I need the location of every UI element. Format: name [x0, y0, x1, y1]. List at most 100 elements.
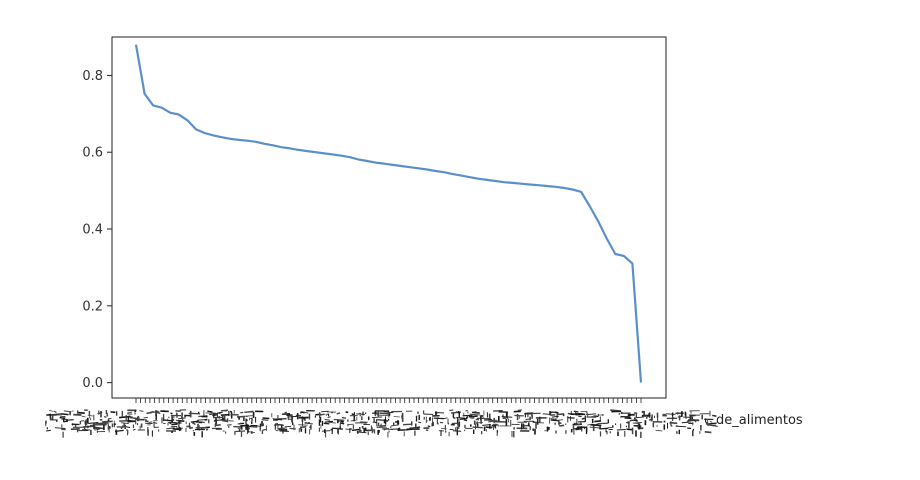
overlapping-label-fragment: [172, 427, 182, 431]
overlapping-label-fragment: [132, 428, 136, 431]
overlapping-label-fragment: [169, 422, 172, 425]
overlapping-label-fragment: [262, 429, 266, 431]
overlapping-label-fragment: [126, 415, 131, 418]
overlapping-label-fragment: [171, 423, 178, 426]
overlapping-label-fragment: [217, 411, 223, 414]
overlapping-label-fragment: [409, 426, 420, 429]
overlapping-label-fragment: [284, 411, 288, 414]
overlapping-label-fragment: [261, 419, 269, 421]
overlapping-label-fragment: [391, 424, 399, 427]
overlapping-label-fragment: [594, 420, 601, 423]
overlapping-label-fragment: [143, 416, 148, 419]
overlapping-label-fragment: [212, 414, 218, 417]
overlapping-label-fragment: [376, 418, 384, 422]
overlapping-label-fragment: [321, 410, 329, 413]
overlapping-label-fragment: [178, 419, 185, 423]
overlapping-label-fragment: [289, 427, 296, 430]
overlapping-label-fragment: [205, 428, 209, 431]
overlapping-label-fragment: [341, 416, 347, 419]
overlapping-label-fragment: [468, 415, 478, 418]
overlapping-label-fragment: [336, 412, 341, 415]
x-axis-ticks: [135, 398, 642, 403]
overlapping-label-fragment: [175, 419, 179, 422]
overlapping-label-fragment: [681, 421, 692, 424]
y-tick-label: 0.0: [82, 376, 103, 391]
overlapping-label-fragment: [46, 429, 51, 432]
overlapping-label-fragment: [146, 411, 153, 415]
overlapping-label-fragment: [427, 425, 431, 428]
overlapping-label-fragment: [470, 417, 474, 419]
overlapping-label-fragment: [418, 421, 422, 424]
overlapping-label-fragment: [551, 415, 559, 418]
overlapping-label-fragment: [96, 428, 101, 431]
overlapping-label-fragment: [501, 416, 513, 418]
overlapping-label-fragment: [319, 413, 325, 416]
overlapping-label-fragment: [456, 418, 460, 421]
overlapping-label-fragment: [669, 421, 678, 425]
overlapping-label-fragment: [567, 416, 575, 419]
overlapping-label-fragment: [433, 417, 444, 420]
overlapping-label-fragment: [472, 426, 483, 429]
overlapping-label-fragment: [324, 420, 333, 423]
overlapping-label-fragment: [347, 423, 354, 426]
overlapping-label-fragment: [376, 426, 388, 429]
overlapping-label-fragment: [636, 416, 645, 419]
overlapping-label-fragment: [83, 428, 87, 431]
overlapping-label-fragment: [559, 424, 565, 427]
overlapping-label-fragment: [247, 425, 251, 428]
overlapping-label-fragment: [403, 423, 413, 426]
overlapping-label-fragment: [262, 417, 270, 420]
overlapping-label-fragment: [686, 420, 690, 422]
overlapping-label-fragment: [209, 413, 218, 415]
overlapping-label-fragment: [275, 418, 283, 421]
overlapping-label-fragment: [488, 420, 495, 423]
overlapping-label-fragment: [135, 418, 144, 421]
overlapping-label-fragment: [633, 419, 638, 422]
overlapping-label-fragment: [306, 422, 313, 425]
y-tick-label: 0.8: [82, 69, 103, 84]
overlapping-label-fragment: [575, 428, 580, 431]
y-tick-label: 0.4: [82, 223, 103, 238]
x-tick-label-readable: de_alimentos: [716, 413, 803, 428]
overlapping-label-fragment: [683, 416, 693, 419]
overlapping-label-fragment: [687, 427, 692, 430]
overlapping-label-fragment: [642, 415, 652, 418]
overlapping-label-fragment: [475, 421, 483, 424]
overlapping-label-fragment: [589, 426, 601, 429]
overlapping-label-fragment: [63, 410, 72, 413]
overlapping-label-fragment: [695, 419, 698, 422]
overlapping-label-fragment: [108, 417, 112, 420]
overlapping-label-fragment: [220, 418, 225, 421]
overlapping-label-fragment: [102, 420, 113, 423]
overlapping-label-fragment: [321, 430, 331, 432]
overlapping-label-fragment: [189, 426, 194, 430]
overlapping-label-fragment: [326, 421, 336, 424]
overlapping-label-fragment: [89, 424, 101, 426]
overlapping-label-fragment: [277, 428, 285, 430]
overlapping-label-fragment: [98, 423, 107, 426]
overlapping-label-fragment: [214, 424, 221, 427]
overlapping-label-fragment: [339, 422, 345, 425]
overlapping-label-fragment: [220, 409, 229, 412]
overlapping-label-fragment: [459, 418, 468, 420]
y-axis: 0.0 0.2 0.4 0.6 0.8: [82, 69, 112, 391]
overlapping-label-fragment: [591, 423, 602, 427]
overlapping-label-fragment: [624, 417, 632, 420]
overlapping-label-fragment: [197, 419, 207, 421]
overlapping-label-fragment: [287, 415, 297, 418]
overlapping-label-fragment: [327, 416, 331, 419]
overlapping-label-fragment: [648, 418, 652, 421]
overlapping-label-fragment: [709, 420, 713, 423]
series-line: [134, 44, 643, 383]
overlapping-label-fragment: [379, 412, 391, 415]
overlapping-label-fragment: [600, 427, 609, 430]
overlapping-label-fragment: [207, 410, 213, 413]
overlapping-label-fragment: [381, 428, 393, 431]
overlapping-label-fragment: [166, 427, 175, 430]
overlapping-label-fragment: [393, 416, 400, 418]
overlapping-label-fragment: [298, 424, 308, 426]
overlapping-label-fragment: [485, 426, 492, 429]
overlapping-label-fragment: [87, 414, 93, 417]
overlapping-label-fragment: [248, 410, 254, 413]
